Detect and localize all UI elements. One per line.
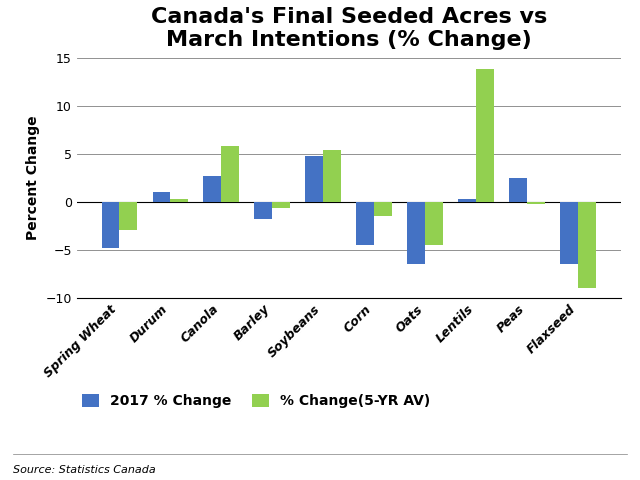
Bar bbox=[102, 202, 120, 248]
Bar bbox=[170, 199, 188, 202]
Bar bbox=[425, 202, 443, 245]
Bar bbox=[561, 202, 578, 264]
Bar bbox=[509, 178, 527, 202]
Bar bbox=[527, 202, 545, 204]
Bar bbox=[255, 202, 273, 219]
Bar bbox=[221, 146, 239, 202]
Bar bbox=[273, 202, 290, 208]
Title: Canada's Final Seeded Acres vs
March Intentions (% Change): Canada's Final Seeded Acres vs March Int… bbox=[150, 7, 547, 50]
Bar bbox=[476, 69, 494, 202]
Bar bbox=[408, 202, 425, 264]
Bar bbox=[152, 192, 170, 202]
Y-axis label: Percent Change: Percent Change bbox=[26, 115, 40, 240]
Bar bbox=[374, 202, 392, 216]
Bar bbox=[356, 202, 374, 245]
Bar bbox=[323, 150, 341, 202]
Legend: 2017 % Change, % Change(5-YR AV): 2017 % Change, % Change(5-YR AV) bbox=[77, 389, 436, 414]
Bar bbox=[204, 176, 221, 202]
Bar bbox=[578, 202, 596, 288]
Bar bbox=[458, 199, 476, 202]
Bar bbox=[305, 156, 323, 202]
Text: Source: Statistics Canada: Source: Statistics Canada bbox=[13, 465, 156, 475]
Bar bbox=[120, 202, 137, 230]
